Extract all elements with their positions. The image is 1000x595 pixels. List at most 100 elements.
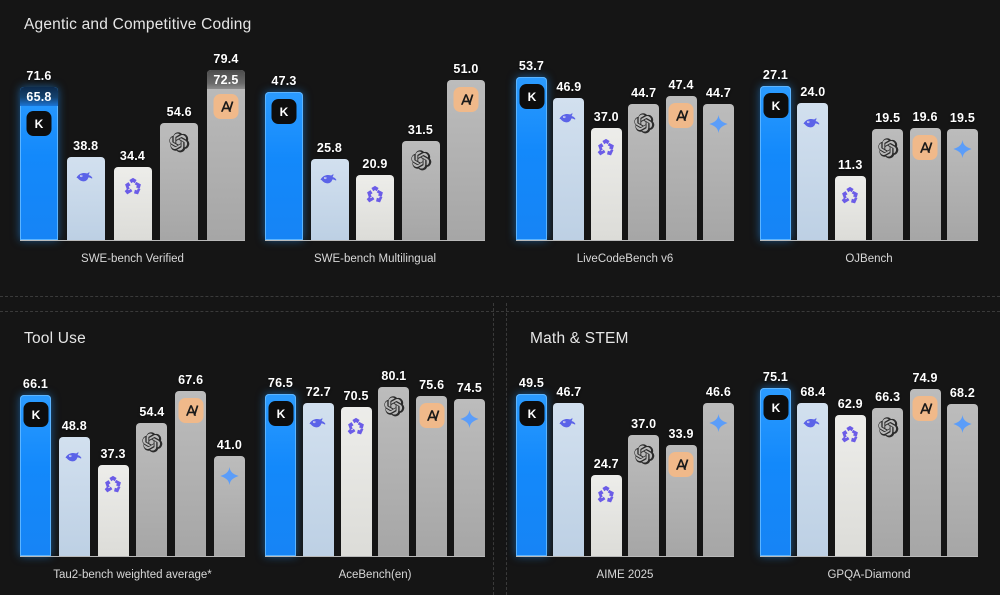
bar-slot-claude[interactable]: 47.4 <box>665 52 697 240</box>
bar-openai[interactable] <box>136 423 168 556</box>
bar-slot-claude[interactable]: 33.9 <box>665 366 697 556</box>
bar-gemini[interactable] <box>946 129 978 240</box>
bar-claude[interactable] <box>665 96 697 240</box>
bar-kimi[interactable]: K <box>516 394 547 556</box>
bar-slot-kimi[interactable]: 47.3 K <box>265 52 303 240</box>
bar-slot-gemini[interactable]: 41.0 <box>213 366 245 556</box>
bar-slot-openai[interactable]: 31.5 <box>401 52 440 240</box>
bar-slot-claude[interactable]: 67.6 <box>175 366 207 556</box>
bar-qwen[interactable] <box>590 475 622 556</box>
bar-deepseek[interactable] <box>553 403 585 556</box>
bar-claude[interactable] <box>909 389 941 556</box>
bar-slot-deepseek[interactable]: 25.8 <box>310 52 349 240</box>
bar-deepseek[interactable] <box>797 103 829 240</box>
bar-slot-gemini[interactable]: 68.2 <box>946 366 978 556</box>
bar-slot-claude[interactable]: 74.9 <box>909 366 941 556</box>
bar-gemini[interactable] <box>213 456 245 556</box>
bar-slot-openai[interactable]: 80.1 <box>378 366 410 556</box>
bar-kimi[interactable]: K <box>760 86 791 240</box>
bar-deepseek[interactable] <box>797 403 829 556</box>
bar-deepseek[interactable] <box>310 159 349 240</box>
bar-openai[interactable] <box>378 387 410 556</box>
bar-slot-kimi[interactable]: 71.6 65.8 K <box>20 52 58 240</box>
bar-slot-openai[interactable]: 54.6 <box>160 52 199 240</box>
bar-slot-claude[interactable]: 79.4 72.5 <box>207 52 245 240</box>
bar-slot-deepseek[interactable]: 46.9 <box>553 52 585 240</box>
kimi-k-icon: K <box>23 402 48 427</box>
bar-gemini[interactable] <box>453 399 485 556</box>
bar-slot-qwen[interactable]: 20.9 <box>356 52 394 240</box>
bar-qwen[interactable] <box>834 415 866 556</box>
bar-slot-openai[interactable]: 37.0 <box>628 366 660 556</box>
bar-gemini[interactable] <box>946 404 978 556</box>
bar-kimi[interactable]: K <box>760 388 791 556</box>
kimi-k-icon: K <box>268 401 293 426</box>
bar-qwen[interactable] <box>113 167 152 240</box>
bar-claude[interactable] <box>665 445 697 556</box>
bar-qwen[interactable] <box>340 407 372 556</box>
bar-slot-deepseek[interactable]: 46.7 <box>553 366 585 556</box>
bar-deepseek[interactable] <box>553 98 585 240</box>
bar-value-label: 25.8 <box>316 140 343 155</box>
bar-qwen[interactable] <box>834 176 866 240</box>
bar-kimi[interactable]: K <box>20 395 51 556</box>
bar-slot-openai[interactable]: 66.3 <box>872 366 904 556</box>
bar-slot-qwen[interactable]: 37.0 <box>590 52 622 240</box>
bar-slot-deepseek[interactable]: 38.8 <box>66 52 105 240</box>
bar-slot-kimi[interactable]: 66.1 K <box>20 366 51 556</box>
bar-slot-openai[interactable]: 54.4 <box>136 366 168 556</box>
bar-slot-qwen[interactable]: 62.9 <box>834 366 866 556</box>
bar-slot-gemini[interactable]: 44.7 <box>702 52 734 240</box>
bar-claude[interactable] <box>909 128 941 240</box>
bar-slot-kimi[interactable]: 76.5 K <box>265 366 296 556</box>
bar-slot-qwen[interactable]: 37.3 <box>97 366 129 556</box>
bar-slot-qwen[interactable]: 34.4 <box>113 52 152 240</box>
openai-knot-icon <box>631 442 656 467</box>
bar-openai[interactable] <box>401 141 440 240</box>
bar-gemini[interactable] <box>702 104 734 240</box>
bar-openai[interactable] <box>628 104 660 240</box>
bar-claude[interactable] <box>175 391 207 556</box>
bar-kimi[interactable]: K <box>516 77 547 240</box>
bar-qwen[interactable] <box>356 175 394 240</box>
bar-slot-deepseek[interactable]: 72.7 <box>302 366 334 556</box>
chart-group: 71.6 65.8 K 38.8 34.4 54.6 79.4 72.5 SWE-bench V… <box>20 52 245 270</box>
bar-claude[interactable] <box>447 80 485 240</box>
bar-qwen[interactable] <box>590 128 622 240</box>
bar-slot-deepseek[interactable]: 48.8 <box>58 366 90 556</box>
bar-kimi[interactable]: K <box>265 394 296 556</box>
bar-slot-qwen[interactable]: 24.7 <box>590 366 622 556</box>
bar-slot-kimi[interactable]: 27.1 K <box>760 52 791 240</box>
kimi-k-icon: K <box>519 84 544 109</box>
bar-slot-gemini[interactable]: 74.5 <box>453 366 485 556</box>
bar-slot-openai[interactable]: 19.5 <box>872 52 904 240</box>
bar-slot-deepseek[interactable]: 68.4 <box>797 366 829 556</box>
bar-slot-qwen[interactable]: 70.5 <box>340 366 372 556</box>
bar-slot-kimi[interactable]: 49.5 K <box>516 366 547 556</box>
bar-claude[interactable] <box>416 396 448 556</box>
bar-kimi[interactable]: K <box>265 92 303 240</box>
bar-gemini[interactable] <box>702 403 734 556</box>
bar-slot-qwen[interactable]: 11.3 <box>834 52 866 240</box>
bar-slot-deepseek[interactable]: 24.0 <box>797 52 829 240</box>
bar-openai[interactable] <box>872 408 904 556</box>
bar-openai[interactable] <box>628 435 660 556</box>
bar-slot-claude[interactable]: 75.6 <box>416 366 448 556</box>
kimi-k-icon: K <box>26 111 52 136</box>
bar-deepseek[interactable] <box>58 437 90 556</box>
bar-slot-kimi[interactable]: 75.1 K <box>760 366 791 556</box>
bar-slot-gemini[interactable]: 46.6 <box>702 366 734 556</box>
bar-slot-claude[interactable]: 51.0 <box>447 52 485 240</box>
bar-qwen[interactable] <box>97 465 129 556</box>
bar-deepseek[interactable] <box>66 157 105 240</box>
bar-slot-kimi[interactable]: 53.7 K <box>516 52 547 240</box>
bar-openai[interactable] <box>872 129 904 240</box>
bar-slot-openai[interactable]: 44.7 <box>628 52 660 240</box>
bar-slot-claude[interactable]: 19.6 <box>909 52 941 240</box>
bar-claude[interactable]: 72.5 <box>207 70 245 240</box>
bar-value-label: 54.6 <box>166 104 192 119</box>
bar-slot-gemini[interactable]: 19.5 <box>946 52 978 240</box>
bar-deepseek[interactable] <box>302 403 334 556</box>
bar-kimi[interactable]: 65.8 K <box>20 87 58 240</box>
bar-openai[interactable] <box>160 123 199 240</box>
